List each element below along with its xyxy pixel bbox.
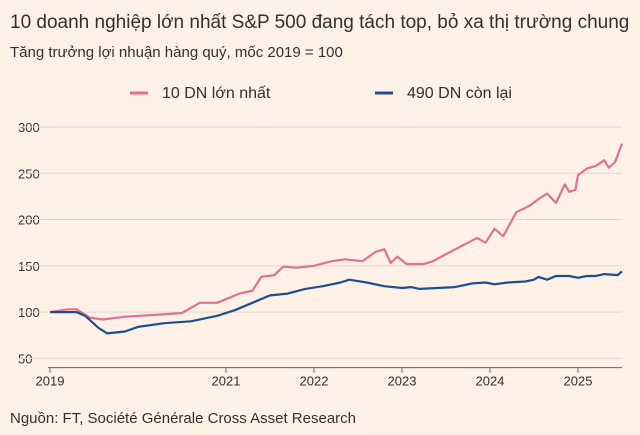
series-line (49, 143, 624, 321)
series-line (50, 270, 623, 335)
x-tick-label: 2025 (564, 374, 593, 389)
source: Nguồn: FT, Société Générale Cross Asset … (10, 410, 356, 427)
chart-subtitle: Tăng trưởng lợi nhuận hàng quý, mốc 2019… (10, 44, 343, 61)
legend-label: 10 DN lớn nhất (162, 85, 271, 102)
x-tick-label: 2022 (300, 374, 329, 389)
x-tick-label: 2019 (36, 374, 65, 389)
legend-label: 490 DN còn lại (407, 85, 512, 102)
x-tick-label: 2021 (212, 374, 241, 389)
chart-title: 10 doanh nghiệp lớn nhất S&P 500 đang tá… (10, 12, 629, 33)
x-tick-label: 2024 (476, 374, 505, 389)
x-tick-label: 2023 (388, 374, 417, 389)
